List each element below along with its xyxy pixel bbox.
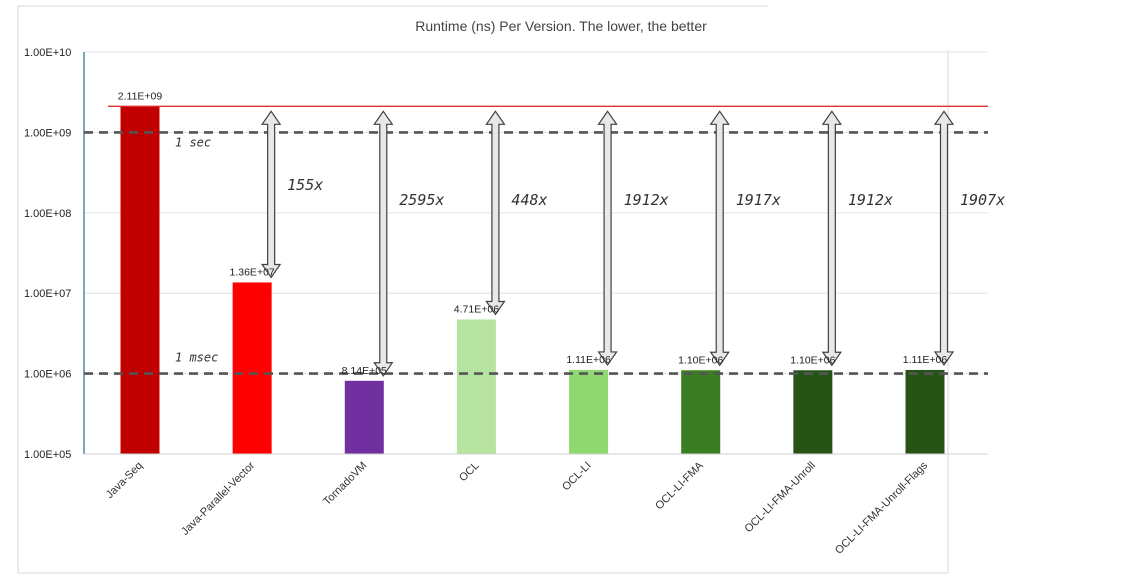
data-label: 2.11E+09 xyxy=(118,90,163,102)
bar xyxy=(681,370,721,454)
speedup-arrow xyxy=(597,110,618,367)
speedup-label: 155x xyxy=(287,176,323,194)
speedup-label: 1917x xyxy=(736,191,781,209)
y-tick-label: 1.00E+07 xyxy=(24,288,71,300)
bar xyxy=(120,106,160,454)
data-labels: 2.11E+09 1.36E+07 8.14E+05 4.71E+06 1.11E+06… xyxy=(118,90,948,376)
speedup-label: 1907x xyxy=(960,191,1005,209)
speedup-arrow xyxy=(933,110,955,367)
y-tick-label: 1.00E+08 xyxy=(24,208,71,220)
data-label: 4.71E+06 xyxy=(454,303,499,315)
data-label: 8.14E+05 xyxy=(342,365,387,377)
bar xyxy=(456,319,496,454)
speedup-arrows: 155x 2595x 448x 1912x 1917x 1912x 1907x xyxy=(260,110,1005,377)
data-label: 1.11E+06 xyxy=(566,354,611,366)
speedup-arrow xyxy=(709,110,730,367)
title-mask xyxy=(768,0,1135,50)
bars xyxy=(120,106,945,454)
data-label: 1.10E+06 xyxy=(790,354,835,366)
reference-line-label: 1 msec xyxy=(175,351,218,365)
bar xyxy=(569,369,609,454)
chart-border xyxy=(17,5,949,574)
data-label: 1.11E+06 xyxy=(903,354,948,366)
bar xyxy=(344,380,384,454)
data-label: 1.36E+07 xyxy=(230,266,275,278)
y-tick-label: 1.00E+06 xyxy=(24,369,71,381)
reference-line-label: 1 sec xyxy=(175,135,211,149)
speedup-label: 1912x xyxy=(624,191,669,209)
speedup-label: 1912x xyxy=(848,191,893,209)
speedup-label: 448x xyxy=(511,191,547,209)
y-axis: 1.00E+05 1.00E+06 1.00E+07 1.00E+08 1.00E+09… xyxy=(24,47,85,461)
speedup-arrow xyxy=(821,110,843,367)
y-tick-label: 1.00E+05 xyxy=(24,449,71,461)
y-tick-label: 1.00E+09 xyxy=(24,127,71,139)
y-tick-label: 1.00E+10 xyxy=(24,47,71,59)
bar xyxy=(793,370,833,454)
chart-title: Runtime (ns) Per Version. The lower, the… xyxy=(415,18,707,34)
speedup-label: 2595x xyxy=(399,191,444,209)
speedup-arrow xyxy=(485,110,506,316)
speedup-arrow xyxy=(260,110,282,279)
bar xyxy=(905,369,945,454)
data-label: 1.10E+06 xyxy=(678,354,723,366)
reference-lines: 1 sec 1 msec xyxy=(84,105,988,375)
bar xyxy=(232,282,272,454)
speedup-arrow xyxy=(373,110,394,377)
